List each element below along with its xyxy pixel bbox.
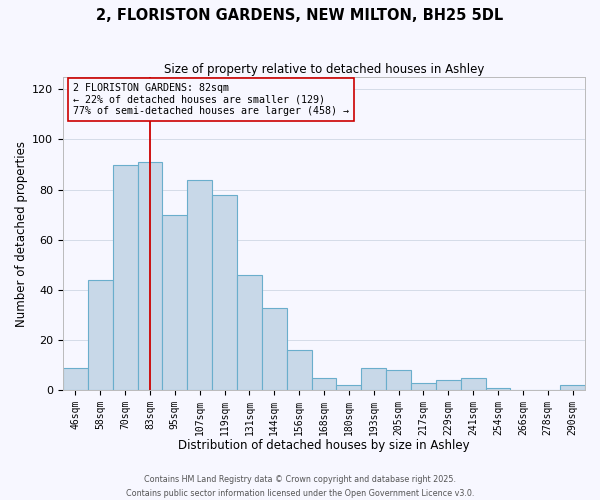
Bar: [88, 280, 113, 390]
Bar: [411, 383, 436, 390]
Bar: [163, 214, 187, 390]
Bar: [187, 180, 212, 390]
Bar: [337, 386, 361, 390]
Y-axis label: Number of detached properties: Number of detached properties: [15, 140, 28, 326]
Title: Size of property relative to detached houses in Ashley: Size of property relative to detached ho…: [164, 62, 484, 76]
Bar: [485, 388, 511, 390]
Text: 2, FLORISTON GARDENS, NEW MILTON, BH25 5DL: 2, FLORISTON GARDENS, NEW MILTON, BH25 5…: [97, 8, 503, 22]
Bar: [386, 370, 411, 390]
Text: 2 FLORISTON GARDENS: 82sqm
← 22% of detached houses are smaller (129)
77% of sem: 2 FLORISTON GARDENS: 82sqm ← 22% of deta…: [73, 83, 349, 116]
Bar: [361, 368, 386, 390]
Bar: [436, 380, 461, 390]
Bar: [137, 162, 163, 390]
Bar: [262, 308, 287, 390]
Bar: [113, 164, 137, 390]
Text: Contains HM Land Registry data © Crown copyright and database right 2025.
Contai: Contains HM Land Registry data © Crown c…: [126, 476, 474, 498]
Bar: [63, 368, 88, 390]
Bar: [237, 275, 262, 390]
Bar: [287, 350, 311, 391]
X-axis label: Distribution of detached houses by size in Ashley: Distribution of detached houses by size …: [178, 440, 470, 452]
Bar: [461, 378, 485, 390]
Bar: [212, 194, 237, 390]
Bar: [311, 378, 337, 390]
Bar: [560, 386, 585, 390]
